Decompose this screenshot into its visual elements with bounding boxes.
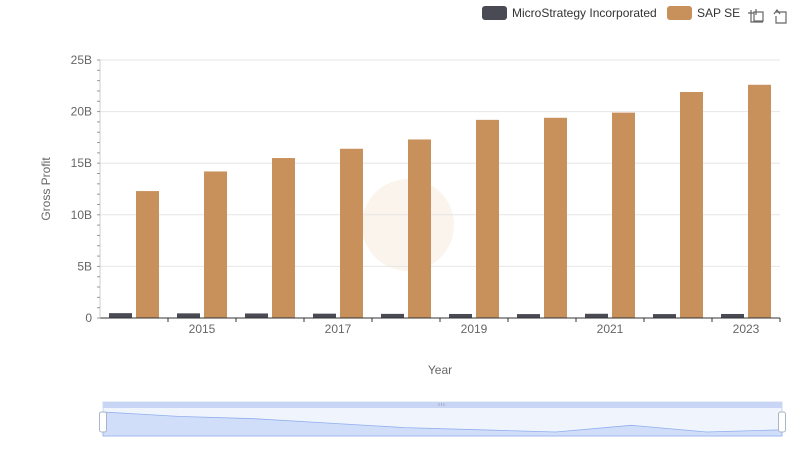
bar-microstrategy-2020[interactable]	[517, 314, 540, 318]
bar-microstrategy-2018[interactable]	[381, 313, 404, 318]
toolbar	[748, 9, 787, 24]
gridlines	[100, 59, 780, 267]
y-tick-label: 20B	[71, 105, 92, 119]
y-axis: 0 5B 10B 15B 20B 25B	[71, 53, 100, 325]
bar-microstrategy-2015[interactable]	[177, 313, 200, 318]
data-zoom-slider[interactable]	[99, 401, 786, 437]
legend-label: SAP SE	[697, 6, 740, 20]
legend-item-microstrategy[interactable]: MicroStrategy Incorporated	[482, 6, 657, 20]
bars	[109, 84, 771, 319]
drag-handle-icon[interactable]	[438, 403, 445, 406]
bar-sap-2014[interactable]	[136, 191, 159, 318]
x-axis-title: Year	[428, 363, 452, 377]
bar-microstrategy-2021[interactable]	[585, 313, 608, 318]
data-zoom-selection[interactable]	[103, 402, 782, 436]
zoom-area-icon[interactable]	[748, 9, 764, 23]
legend-swatch	[482, 6, 507, 20]
y-tick-label: 5B	[77, 259, 92, 273]
bar-microstrategy-2019[interactable]	[449, 313, 472, 318]
x-axis: 2015 2017 2019 2021 2023	[167, 318, 781, 336]
bar-sap-2019[interactable]	[476, 119, 499, 318]
x-tick-label: 2015	[189, 322, 216, 336]
bar-microstrategy-2014[interactable]	[109, 313, 132, 318]
x-tick-label: 2017	[325, 322, 352, 336]
data-zoom-start-handle[interactable]	[99, 411, 107, 433]
bar-microstrategy-2022[interactable]	[653, 314, 676, 318]
legend-item-sap[interactable]: SAP SE	[667, 6, 740, 20]
legend-label: MicroStrategy Incorporated	[512, 6, 657, 20]
bar-sap-2016[interactable]	[272, 158, 295, 318]
y-tick-label: 15B	[71, 156, 92, 170]
y-tick-label: 0	[85, 311, 92, 325]
bar-sap-2022[interactable]	[680, 91, 703, 318]
bar-microstrategy-2017[interactable]	[313, 313, 336, 318]
y-axis-title: Gross Profit	[39, 157, 53, 221]
y-tick-label: 25B	[71, 53, 92, 67]
y-tick-label: 10B	[71, 208, 92, 222]
x-tick-label: 2021	[597, 322, 624, 336]
bar-microstrategy-2023[interactable]	[721, 313, 744, 318]
bar-sap-2015[interactable]	[204, 171, 227, 318]
data-zoom-selection-bar[interactable]	[103, 402, 782, 408]
bar-sap-2018[interactable]	[408, 139, 431, 318]
bar-sap-2020[interactable]	[544, 117, 567, 319]
bar-sap-2021[interactable]	[612, 112, 635, 318]
bar-sap-2023[interactable]	[748, 84, 771, 318]
data-zoom-end-handle[interactable]	[778, 411, 786, 433]
bar-sap-2017[interactable]	[340, 148, 363, 318]
legend[interactable]: MicroStrategy Incorporated SAP SE	[482, 6, 740, 20]
x-tick-label: 2023	[733, 322, 760, 336]
legend-swatch	[667, 6, 692, 20]
axes	[99, 60, 780, 319]
restore-icon[interactable]	[773, 9, 787, 24]
x-tick-label: 2019	[461, 322, 488, 336]
bar-microstrategy-2016[interactable]	[245, 313, 268, 318]
